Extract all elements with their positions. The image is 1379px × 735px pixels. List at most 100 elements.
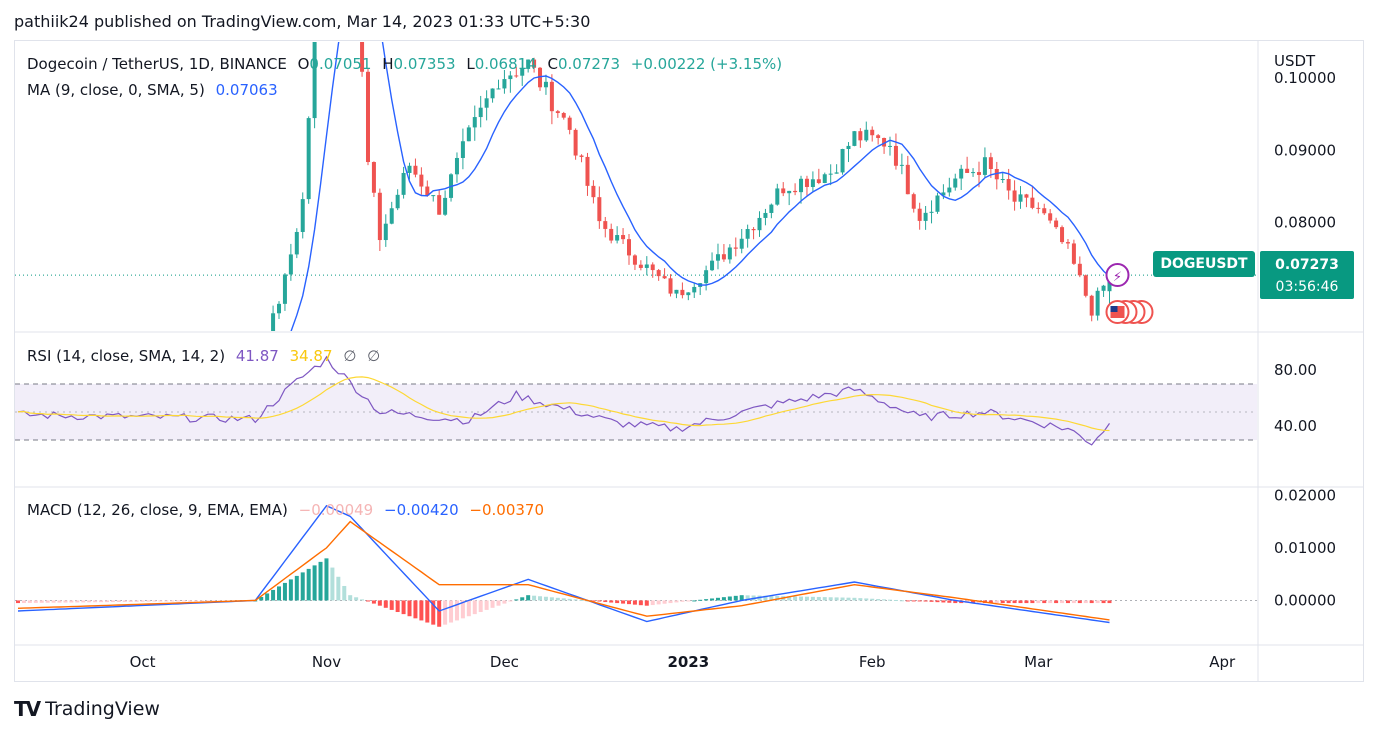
publisher-line: pathiik24 published on TradingView.com, … bbox=[14, 12, 591, 31]
macd-histogram-bar bbox=[1018, 600, 1023, 604]
lightning-marker-icon bbox=[1105, 263, 1130, 287]
candle-body bbox=[763, 212, 768, 218]
candle-body bbox=[935, 195, 940, 212]
candle-body bbox=[1000, 179, 1005, 181]
macd-histogram-bar bbox=[929, 600, 934, 602]
macd-histogram-bar bbox=[870, 598, 875, 601]
candle-body bbox=[561, 113, 566, 118]
macd-histogram-bar bbox=[816, 596, 821, 601]
time-axis-tick: Apr bbox=[1209, 653, 1236, 671]
candle-body bbox=[543, 81, 548, 88]
macd-histogram-bar bbox=[1065, 600, 1070, 604]
rsi-ma-line bbox=[17, 376, 1110, 432]
macd-histogram-bar bbox=[211, 600, 216, 602]
candle-body bbox=[781, 188, 786, 194]
macd-histogram-bar bbox=[122, 600, 127, 602]
macd-histogram-bar bbox=[460, 600, 465, 619]
candle-body bbox=[882, 137, 887, 147]
candle-body bbox=[241, 378, 245, 381]
candle-body bbox=[579, 155, 584, 157]
rsi-axis-tick: 40.00 bbox=[1274, 417, 1317, 435]
candle-body bbox=[573, 129, 578, 156]
symbol-label: Dogecoin / TetherUS, 1D, BINANCE bbox=[27, 55, 287, 73]
macd-histogram-bar bbox=[342, 585, 347, 601]
candle-body bbox=[727, 247, 732, 260]
price-axis-currency: USDT bbox=[1274, 52, 1316, 70]
macd-histogram-bar bbox=[727, 596, 732, 601]
candle-body bbox=[739, 238, 744, 249]
candle-body bbox=[360, 42, 365, 72]
chart-frame[interactable] bbox=[14, 40, 1364, 682]
candle-body bbox=[443, 197, 448, 215]
macd-histogram-bar bbox=[532, 595, 537, 601]
candle-body bbox=[710, 260, 715, 271]
macd-histogram-bar bbox=[1107, 600, 1112, 604]
candle-body bbox=[431, 195, 436, 197]
macd-histogram-bar bbox=[520, 597, 525, 601]
candle-body bbox=[466, 127, 471, 142]
macd-histogram-bar bbox=[971, 600, 976, 604]
macd-histogram-bar bbox=[128, 600, 133, 602]
macd-histogram-bar bbox=[336, 576, 341, 601]
macd-histogram-bar bbox=[413, 600, 418, 619]
candle-body bbox=[1012, 190, 1017, 202]
candle-body bbox=[1071, 243, 1076, 264]
close-value: C0.07273 bbox=[547, 55, 621, 73]
price-tag-value: 0.07273 bbox=[1275, 257, 1339, 273]
macd-histogram-bar bbox=[888, 599, 893, 601]
candle-body bbox=[692, 286, 697, 293]
ma-legend: MA (9, close, 0, SMA, 5) 0.07063 bbox=[27, 81, 284, 99]
candle-body bbox=[680, 289, 685, 296]
price-tag: 0.07273 03:56:46 bbox=[1260, 251, 1354, 299]
price-tag-countdown: 03:56:46 bbox=[1275, 279, 1339, 295]
candle-body bbox=[621, 235, 626, 240]
macd-histogram-bar bbox=[383, 600, 388, 608]
candle-body bbox=[704, 270, 709, 284]
candle-body bbox=[668, 278, 673, 294]
footer-brand[interactable]: 𝗧𝗩 TradingView bbox=[14, 697, 160, 721]
macd-histogram-bar bbox=[621, 600, 626, 604]
macd-histogram-bar bbox=[277, 586, 282, 601]
candle-body bbox=[22, 338, 26, 340]
macd-histogram-bar bbox=[116, 600, 121, 602]
candle-body bbox=[888, 145, 893, 147]
candle-body bbox=[799, 178, 804, 193]
candle-body bbox=[828, 173, 833, 175]
macd-histogram-bar bbox=[650, 600, 655, 606]
macd-histogram-bar bbox=[793, 596, 798, 601]
candle-body bbox=[401, 172, 406, 195]
candle-body bbox=[188, 368, 192, 369]
macd-histogram-bar bbox=[508, 600, 513, 602]
candle-body bbox=[988, 157, 993, 169]
candle-body bbox=[277, 303, 282, 314]
candle-body bbox=[472, 117, 477, 128]
time-axis-tick: Nov bbox=[312, 653, 341, 671]
candle-body bbox=[1006, 179, 1011, 191]
candle-body bbox=[959, 168, 964, 179]
candle-body bbox=[1065, 242, 1070, 244]
macd-histogram-bar bbox=[164, 600, 169, 602]
candle-body bbox=[306, 118, 311, 200]
price-axis-tick: 0.10000 bbox=[1274, 69, 1336, 87]
macd-histogram-bar bbox=[591, 600, 596, 602]
candle-body bbox=[793, 190, 798, 193]
macd-histogram-bar bbox=[271, 589, 276, 601]
candle-body bbox=[656, 270, 661, 277]
candle-body bbox=[745, 229, 750, 239]
macd-histogram-bar bbox=[721, 597, 726, 601]
macd-histogram-bar bbox=[360, 599, 365, 601]
candle-body bbox=[288, 254, 293, 275]
candle-body bbox=[383, 223, 388, 241]
macd-signal-value: −0.00370 bbox=[469, 501, 545, 519]
macd-histogram-bar bbox=[882, 599, 887, 601]
candle-body bbox=[893, 145, 898, 166]
macd-histogram-bar bbox=[632, 600, 637, 605]
candle-body bbox=[644, 264, 649, 268]
candle-body bbox=[769, 204, 774, 213]
candle-body bbox=[230, 374, 234, 377]
macd-histogram-bar bbox=[858, 598, 863, 601]
rsi-legend: RSI (14, close, SMA, 14, 2) 41.87 34.87 … bbox=[27, 347, 386, 365]
macd-histogram-bar bbox=[953, 600, 958, 604]
candle-body bbox=[75, 365, 79, 370]
